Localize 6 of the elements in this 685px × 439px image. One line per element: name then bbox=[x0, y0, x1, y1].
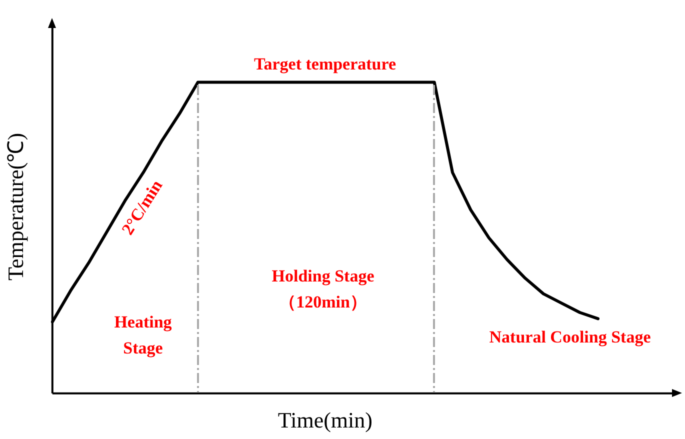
annotation: Holding Stage （120min） bbox=[272, 266, 375, 312]
annotation: Heating Stage bbox=[114, 312, 172, 358]
x-axis-title: Time(min) bbox=[278, 408, 372, 433]
annotation: Natural Cooling Stage bbox=[489, 327, 652, 346]
text: Target temperature bbox=[254, 54, 396, 74]
y-axis-title: Temperature(℃) bbox=[2, 132, 28, 280]
